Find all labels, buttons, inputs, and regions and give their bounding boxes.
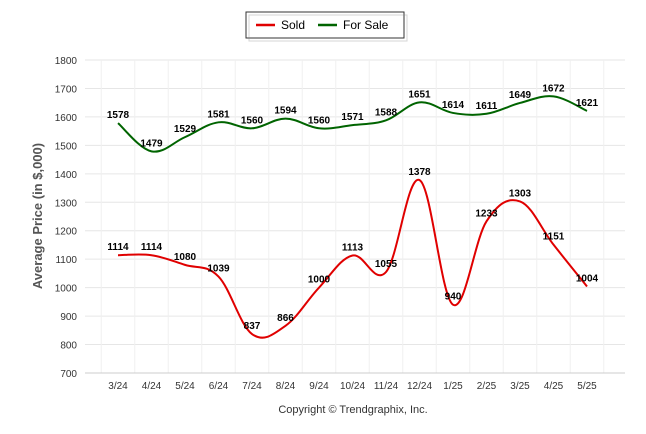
data-label-sold: 940 <box>445 292 462 303</box>
data-label-sold: 1039 <box>207 264 230 275</box>
data-label-for-sale: 1571 <box>341 112 364 123</box>
series-lines <box>117 95 588 339</box>
data-label-for-sale: 1621 <box>576 98 599 109</box>
data-label-sold: 1113 <box>342 242 364 253</box>
x-tick-label: 1/25 <box>443 381 463 392</box>
y-tick-label: 1200 <box>55 227 78 238</box>
x-tick-label: 11/24 <box>374 381 399 392</box>
x-tick-label: 7/24 <box>242 381 262 392</box>
legend-shadow <box>248 14 408 42</box>
data-label-for-sale: 1649 <box>509 90 532 101</box>
data-label-sold: 1055 <box>375 259 398 270</box>
x-tick-label: 10/24 <box>340 381 365 392</box>
x-tick-label: 8/24 <box>276 381 296 392</box>
x-tick-label: 6/24 <box>209 381 229 392</box>
y-tick-label: 1000 <box>55 284 78 295</box>
x-tick-label: 3/25 <box>510 381 530 392</box>
x-tick-label: 12/24 <box>407 381 432 392</box>
data-label-for-sale: 1581 <box>207 109 230 120</box>
y-tick-label: 900 <box>60 312 77 323</box>
data-label-sold: 1114 <box>107 242 129 253</box>
series-line-for-sale <box>117 95 588 153</box>
data-label-for-sale: 1479 <box>140 138 163 149</box>
data-label-for-sale: 1611 <box>476 101 498 112</box>
y-tick-label: 1600 <box>55 113 78 124</box>
y-tick-label: 800 <box>60 341 77 352</box>
data-label-for-sale: 1560 <box>241 115 264 126</box>
data-label-sold: 1378 <box>408 167 431 178</box>
data-label-for-sale: 1672 <box>542 83 565 94</box>
y-tick-label: 1300 <box>55 198 78 209</box>
x-tick-label: 5/24 <box>175 381 195 392</box>
x-tick-label: 4/25 <box>544 381 564 392</box>
y-tick-label: 700 <box>60 369 77 380</box>
data-label-for-sale: 1529 <box>174 124 197 135</box>
y-tick-label: 1700 <box>55 84 78 95</box>
data-label-sold: 1000 <box>308 275 331 286</box>
grid <box>85 59 625 374</box>
data-label-for-sale: 1578 <box>107 110 130 121</box>
data-label-sold: 1114 <box>141 242 163 253</box>
data-label-sold: 866 <box>277 313 294 324</box>
y-tick-label: 1100 <box>55 255 77 266</box>
x-tick-label: 5/25 <box>577 381 597 392</box>
data-label-sold: 1151 <box>543 232 565 243</box>
x-tick-label: 2/25 <box>477 381 497 392</box>
legend-label-for-sale: For Sale <box>343 18 389 32</box>
data-labels: 1114 1114 1080 1039 837 866 1000 1113 1055 1378 94… <box>107 83 599 332</box>
data-label-sold: 1233 <box>475 208 498 219</box>
data-label-for-sale: 1588 <box>375 107 398 118</box>
data-label-sold: 1080 <box>174 252 197 263</box>
x-tick-label: 4/24 <box>142 381 162 392</box>
y-tick-label: 1400 <box>55 170 78 181</box>
data-label-for-sale: 1594 <box>274 106 297 117</box>
series-line-sold <box>117 179 588 339</box>
data-label-sold: 1004 <box>576 273 599 284</box>
x-tick-label: 3/24 <box>108 381 128 392</box>
copyright-text: Copyright © Trendgraphix, Inc. <box>278 404 427 416</box>
data-label-sold: 837 <box>244 321 261 332</box>
data-label-for-sale: 1614 <box>442 100 465 111</box>
axes: 700 800 900 1000 1100 1200 1300 1400 1500 1600 170… <box>55 56 625 392</box>
y-tick-label: 1800 <box>55 56 78 67</box>
y-axis-label: Average Price (in $,000) <box>30 143 45 289</box>
legend-label-sold: Sold <box>281 18 305 32</box>
x-tick-label: 9/24 <box>309 381 329 392</box>
y-tick-label: 1500 <box>55 141 78 152</box>
data-label-for-sale: 1651 <box>408 89 431 100</box>
data-label-for-sale: 1560 <box>308 115 331 126</box>
legend: Sold For Sale <box>245 11 408 42</box>
data-label-sold: 1303 <box>509 188 532 199</box>
